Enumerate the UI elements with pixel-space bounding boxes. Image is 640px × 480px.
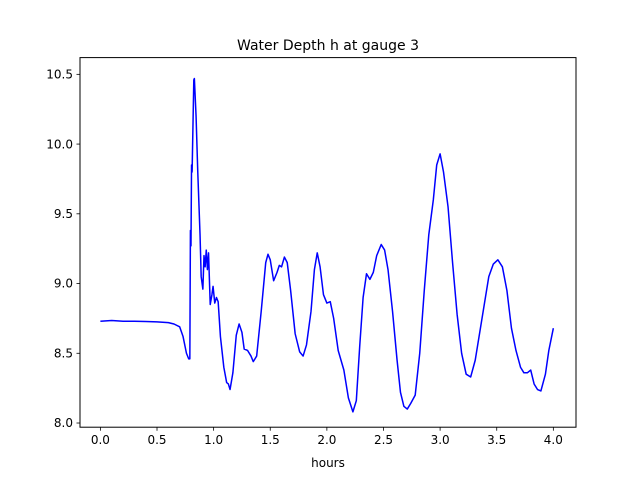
x-tick-label: 2.5 [374, 433, 393, 447]
x-tick-label: 2.0 [317, 433, 336, 447]
y-tick-label: 10.0 [46, 137, 73, 151]
axes-frame [79, 57, 577, 428]
y-tick-label: 10.5 [46, 68, 73, 82]
y-tick-label: 9.0 [54, 277, 73, 291]
x-tick-label: 1.5 [261, 433, 280, 447]
series-line-1 [100, 77, 555, 413]
x-tick-label: 3.5 [487, 433, 506, 447]
x-tick-label: 4.0 [544, 433, 563, 447]
y-axis: 8.0 8.5 9.0 9.5 10.0 10.5 [46, 68, 80, 430]
x-tick-label: 0.5 [147, 433, 166, 447]
y-tick-label: 8.0 [54, 416, 73, 430]
y-tick-label: 8.5 [54, 346, 73, 360]
x-tick-label: 1.0 [204, 433, 223, 447]
y-tick-label: 9.5 [54, 207, 73, 221]
x-axis: 0.0 0.5 1.0 1.5 2.0 2.5 3.0 3.5 4.0 [91, 427, 563, 447]
plot-area [100, 77, 555, 413]
x-axis-label: hours [311, 456, 345, 470]
chart-title: Water Depth h at gauge 3 [237, 38, 419, 54]
x-tick-label: 3.0 [431, 433, 450, 447]
x-tick-label: 0.0 [91, 433, 110, 447]
